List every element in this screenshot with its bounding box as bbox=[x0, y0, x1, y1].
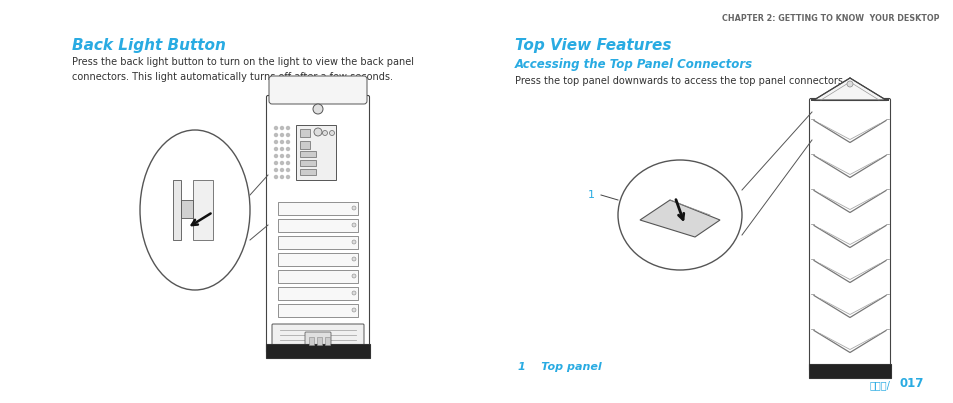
Bar bbox=[277, 287, 357, 300]
Circle shape bbox=[280, 147, 283, 150]
Text: Press the top panel downwards to access the top panel connectors.: Press the top panel downwards to access … bbox=[515, 76, 845, 86]
Bar bbox=[277, 236, 357, 249]
Bar bbox=[299, 129, 310, 137]
Polygon shape bbox=[810, 78, 888, 100]
Circle shape bbox=[280, 175, 283, 179]
Circle shape bbox=[286, 168, 289, 172]
Circle shape bbox=[286, 147, 289, 150]
Bar bbox=[316, 337, 322, 345]
FancyBboxPatch shape bbox=[266, 96, 369, 353]
Text: Top View Features: Top View Features bbox=[515, 38, 671, 53]
Circle shape bbox=[352, 257, 355, 261]
Bar bbox=[172, 180, 181, 240]
Circle shape bbox=[280, 162, 283, 164]
Circle shape bbox=[274, 133, 277, 137]
Circle shape bbox=[286, 141, 289, 143]
Circle shape bbox=[280, 168, 283, 172]
Circle shape bbox=[352, 274, 355, 278]
Circle shape bbox=[322, 131, 327, 135]
Circle shape bbox=[280, 127, 283, 129]
Bar bbox=[808, 364, 890, 378]
Ellipse shape bbox=[618, 160, 741, 270]
Circle shape bbox=[274, 168, 277, 172]
Circle shape bbox=[329, 131, 335, 135]
Circle shape bbox=[280, 141, 283, 143]
Bar bbox=[277, 202, 357, 215]
Text: Press the back light button to turn on the light to view the back panel
connecto: Press the back light button to turn on t… bbox=[71, 57, 414, 82]
Ellipse shape bbox=[140, 130, 250, 290]
Bar bbox=[266, 344, 370, 358]
Circle shape bbox=[286, 154, 289, 158]
Circle shape bbox=[352, 223, 355, 227]
Bar bbox=[309, 337, 314, 345]
Circle shape bbox=[286, 162, 289, 164]
Bar bbox=[325, 337, 330, 345]
Text: Back Light Button: Back Light Button bbox=[71, 38, 226, 53]
Bar bbox=[299, 141, 310, 149]
Circle shape bbox=[274, 154, 277, 158]
FancyBboxPatch shape bbox=[305, 332, 331, 350]
Circle shape bbox=[314, 128, 322, 136]
Circle shape bbox=[352, 291, 355, 295]
Circle shape bbox=[274, 175, 277, 179]
Circle shape bbox=[280, 133, 283, 137]
Circle shape bbox=[274, 162, 277, 164]
Circle shape bbox=[352, 206, 355, 210]
Text: 017: 017 bbox=[899, 377, 923, 390]
Bar bbox=[299, 169, 315, 175]
FancyBboxPatch shape bbox=[269, 76, 367, 104]
Circle shape bbox=[286, 133, 289, 137]
FancyBboxPatch shape bbox=[272, 324, 364, 345]
Bar bbox=[277, 253, 357, 266]
Circle shape bbox=[280, 154, 283, 158]
Bar bbox=[193, 180, 213, 240]
Circle shape bbox=[315, 131, 320, 135]
Text: 1    Top panel: 1 Top panel bbox=[517, 362, 601, 372]
Text: Accessing the Top Panel Connectors: Accessing the Top Panel Connectors bbox=[515, 58, 752, 71]
Bar bbox=[295, 125, 335, 180]
Circle shape bbox=[274, 147, 277, 150]
Circle shape bbox=[274, 141, 277, 143]
Circle shape bbox=[286, 175, 289, 179]
Circle shape bbox=[313, 104, 323, 114]
Circle shape bbox=[286, 127, 289, 129]
Text: 1: 1 bbox=[587, 190, 595, 200]
Bar bbox=[277, 304, 357, 317]
Bar bbox=[277, 270, 357, 283]
FancyBboxPatch shape bbox=[809, 98, 889, 372]
Bar bbox=[299, 160, 315, 166]
Bar bbox=[299, 151, 315, 157]
Text: ⎗⎗⎗/: ⎗⎗⎗/ bbox=[869, 380, 890, 390]
Polygon shape bbox=[639, 200, 720, 237]
Circle shape bbox=[846, 81, 852, 87]
Circle shape bbox=[352, 308, 355, 312]
Circle shape bbox=[274, 127, 277, 129]
Bar bbox=[277, 219, 357, 232]
Circle shape bbox=[352, 240, 355, 244]
Text: CHAPTER 2: GETTING TO KNOW  YOUR DESKTOP: CHAPTER 2: GETTING TO KNOW YOUR DESKTOP bbox=[721, 14, 939, 23]
Bar bbox=[181, 200, 193, 218]
